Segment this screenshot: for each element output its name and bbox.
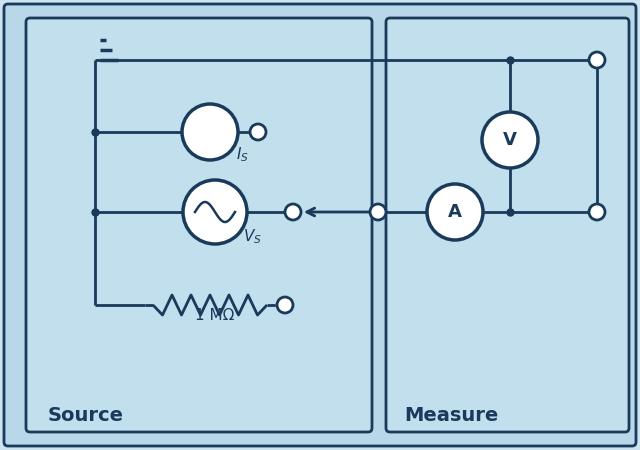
FancyBboxPatch shape <box>4 4 636 446</box>
Circle shape <box>182 104 238 160</box>
Circle shape <box>277 297 293 313</box>
Text: 1 MΩ: 1 MΩ <box>195 308 235 323</box>
Text: $V_S$: $V_S$ <box>243 227 262 246</box>
Circle shape <box>250 124 266 140</box>
Text: A: A <box>448 203 462 221</box>
Circle shape <box>285 204 301 220</box>
Circle shape <box>589 204 605 220</box>
FancyBboxPatch shape <box>386 18 629 432</box>
Circle shape <box>370 204 386 220</box>
Circle shape <box>482 112 538 168</box>
Text: V: V <box>503 131 517 149</box>
Text: Measure: Measure <box>404 406 499 425</box>
Circle shape <box>427 184 483 240</box>
Text: $I_S$: $I_S$ <box>236 145 249 164</box>
Circle shape <box>183 180 247 244</box>
Circle shape <box>589 52 605 68</box>
FancyBboxPatch shape <box>26 18 372 432</box>
Text: Source: Source <box>48 406 124 425</box>
